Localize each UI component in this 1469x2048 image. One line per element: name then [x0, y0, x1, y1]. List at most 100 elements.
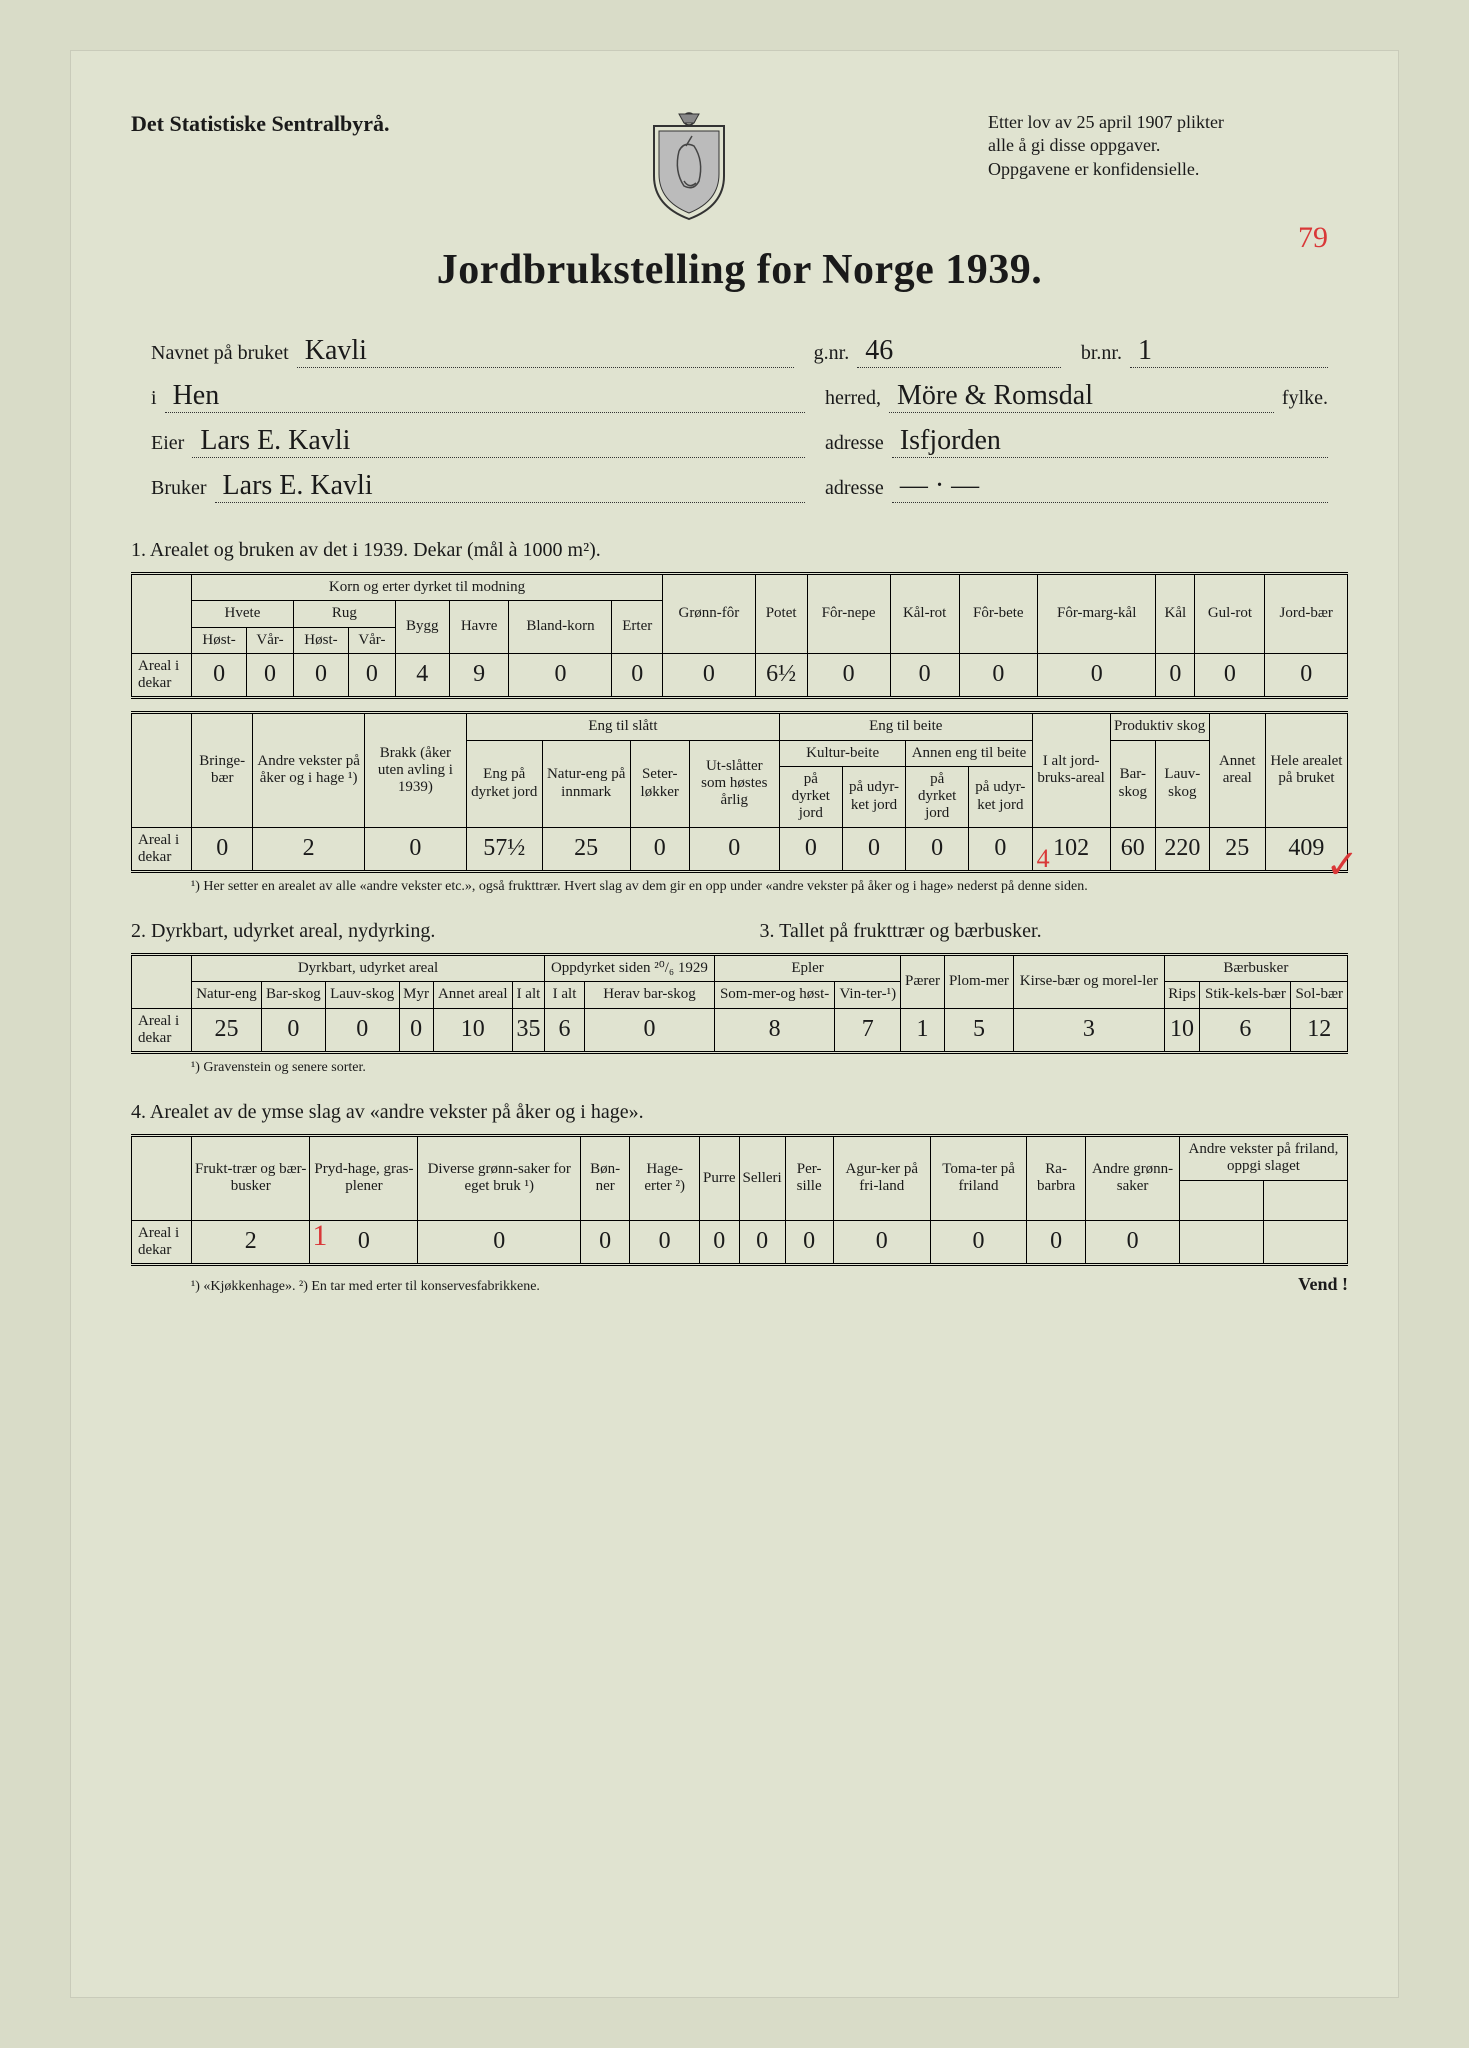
h2-paudyrk1: på udyr-ket jord: [842, 766, 906, 827]
r2-12: 60: [1110, 827, 1155, 872]
r1-11: 0: [890, 653, 959, 698]
r1-9: 6½: [755, 653, 807, 698]
s4-h-rabarbra: Ra-barbra: [1027, 1136, 1086, 1221]
r1-7: 0: [612, 653, 663, 698]
law-notice: Etter lov av 25 april 1907 plikter alle …: [988, 111, 1348, 181]
s4-h-pryd: Pryd-hage, gras-plener: [310, 1136, 418, 1221]
r1-14: 0: [1156, 653, 1195, 698]
r2-15-val: 409: [1288, 835, 1324, 861]
navnet-value: Kavli: [297, 335, 794, 368]
h-var1: Vår-: [247, 627, 294, 653]
gnr-value: 46: [857, 335, 1061, 368]
s2r-5: 35: [512, 1008, 544, 1053]
h2-lauvskog: Lauv-skog: [1155, 740, 1209, 827]
adresse-label-1: adresse: [825, 432, 884, 455]
h2-padyrk2: på dyrket jord: [906, 766, 969, 827]
h-kalrot: Kål-rot: [890, 574, 959, 654]
h-formarg: Fôr-marg-kål: [1038, 574, 1156, 654]
s2-h-barskog: Bar-skog: [261, 982, 325, 1008]
h-kal: Kål: [1156, 574, 1195, 654]
s2-h-herav: Herav bar-skog: [585, 982, 715, 1008]
h2-seter: Seter-løkker: [630, 740, 689, 827]
s2-title: 2. Dyrkbart, udyrket areal, nydyrking.: [131, 920, 720, 943]
header: Det Statistiske Sentralbyrå. Etter lov a…: [131, 111, 1348, 221]
r4-label: Areal i dekar: [132, 1220, 192, 1265]
h-bland: Bland-korn: [509, 601, 612, 654]
r2-1: 2: [253, 827, 364, 872]
s3r-1: 7: [835, 1008, 901, 1053]
r2-0: 0: [192, 827, 253, 872]
s3r-3: 5: [944, 1008, 1013, 1053]
s4-blank1: [1179, 1180, 1263, 1220]
h-gulrot: Gul-rot: [1195, 574, 1265, 654]
h-jordbar: Jord-bær: [1265, 574, 1348, 654]
r1-13: 0: [1038, 653, 1156, 698]
law-line3: Oppgavene er konfidensielle.: [988, 158, 1348, 181]
s4r-8: 0: [833, 1220, 931, 1265]
h2-padyrk1: på dyrket jord: [779, 766, 842, 827]
r1-12: 0: [959, 653, 1038, 698]
eier-label: Eier: [151, 432, 184, 455]
s3r-5: 10: [1164, 1008, 1200, 1053]
r2-10: 0: [969, 827, 1033, 872]
s2r-0: 25: [192, 1008, 262, 1053]
h2-brakk: Brakk (åker uten avling i 1939): [364, 713, 466, 827]
s4r-13: [1263, 1220, 1347, 1265]
s2r-2: 0: [325, 1008, 399, 1053]
s4r-6: 0: [739, 1220, 785, 1265]
h-gronnfor: Grønn-fôr: [663, 574, 756, 654]
s3-h-epler: Epler: [714, 955, 900, 982]
h2-kultur: Kultur-beite: [779, 740, 905, 766]
s4r-2: 0: [418, 1220, 581, 1265]
s3-h-kirse: Kirse-bær og morel-ler: [1014, 955, 1165, 1009]
law-line1: Etter lov av 25 april 1907 plikter: [988, 111, 1348, 134]
s3-h-stikk: Stik-kels-bær: [1200, 982, 1291, 1008]
s2r-4: 10: [433, 1008, 512, 1053]
s4-h-selleri: Selleri: [739, 1136, 785, 1221]
r2-11-red: 4: [1037, 844, 1050, 874]
h2-prodskog: Produktiv skog: [1110, 713, 1209, 740]
h-bygg: Bygg: [395, 601, 449, 654]
s4-h-tomat: Toma-ter på friland: [931, 1136, 1027, 1221]
r1-15: 0: [1195, 653, 1265, 698]
form-title: Jordbrukstelling for Norge 1939.: [131, 246, 1348, 294]
gnr-label: g.nr.: [814, 342, 850, 365]
identity-fields: Navnet på bruket Kavli g.nr. 46 br.nr. 1…: [131, 329, 1348, 509]
s4-h-agurk: Agur-ker på fri-land: [833, 1136, 931, 1221]
s4-h-andregr: Andre grønn-saker: [1086, 1136, 1180, 1221]
s2-h-ialt: I alt: [512, 982, 544, 1008]
r2-11-val: 102: [1053, 835, 1089, 861]
h2-engbeite: Eng til beite: [779, 713, 1032, 740]
vend-label: Vend !: [1298, 1274, 1348, 1295]
s2r-1: 0: [261, 1008, 325, 1053]
h-fornepe: Fôr-nepe: [807, 574, 890, 654]
s4-h-bonner: Bøn-ner: [581, 1136, 630, 1221]
s4r-1: 0 1: [310, 1220, 418, 1265]
s2-h-dyrkbart: Dyrkbart, udyrket areal: [192, 955, 545, 982]
fylke-label: fylke.: [1282, 387, 1328, 410]
s3-h-parer: Pærer: [901, 955, 945, 1009]
h-potet: Potet: [755, 574, 807, 654]
page-number: 79: [1298, 221, 1328, 255]
h-host2: Høst-: [293, 627, 348, 653]
h2-bringe: Bringe-bær: [192, 713, 253, 827]
h2-hele: Hele arealet på bruket: [1265, 713, 1347, 827]
r1-5: 9: [449, 653, 509, 698]
brnr-value: 1: [1130, 335, 1328, 368]
h2-ialt: I alt jord-bruks-areal: [1032, 713, 1110, 827]
r2-11: 102 4: [1032, 827, 1110, 872]
i-value: Hen: [165, 380, 805, 413]
census-form-page: Det Statistiske Sentralbyrå. Etter lov a…: [70, 50, 1399, 1998]
s4r-5: 0: [700, 1220, 740, 1265]
s3-h-sommer: Som-mer-og høst-: [714, 982, 834, 1008]
table-1b: Bringe-bær Andre vekster på åker og i ha…: [131, 711, 1348, 873]
h2-utslatt: Ut-slåtter som høstes årlig: [689, 740, 779, 827]
s2r-7: 0: [585, 1008, 715, 1053]
law-line2: alle å gi disse oppgaver.: [988, 134, 1348, 157]
herred-value: Möre & Romsdal: [889, 380, 1274, 413]
h2-andre: Andre vekster på åker og i hage ¹): [253, 713, 364, 827]
h-havre: Havre: [449, 601, 509, 654]
h2-barskog: Bar-skog: [1110, 740, 1155, 827]
s2-h-natureng: Natur-eng: [192, 982, 262, 1008]
s1-title: 1. Arealet og bruken av det i 1939. Deka…: [131, 539, 1348, 562]
